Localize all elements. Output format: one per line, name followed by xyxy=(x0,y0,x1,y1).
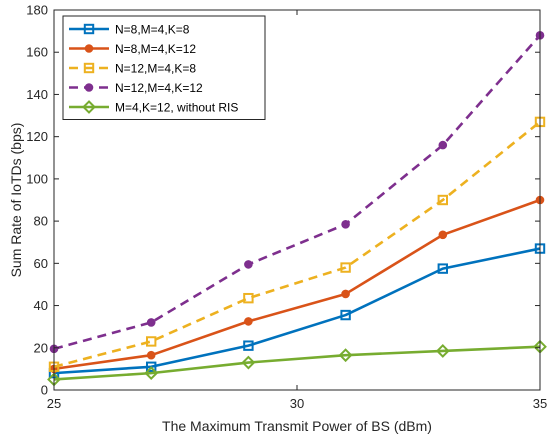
series-line xyxy=(53,198,541,371)
y-tick-label: 20 xyxy=(34,340,48,355)
series-4 xyxy=(49,31,545,354)
series-line xyxy=(53,247,541,375)
legend-marker xyxy=(84,83,94,92)
legend-label: N=8,M=4,K=12 xyxy=(115,42,196,56)
data-point xyxy=(341,219,350,229)
data-point xyxy=(435,344,450,358)
x-tick-label: 35 xyxy=(533,396,547,411)
data-point xyxy=(243,292,254,304)
legend-item: N=8,M=4,K=8 xyxy=(69,23,190,37)
y-tick-label: 80 xyxy=(34,214,48,229)
y-tick-label: 100 xyxy=(26,171,48,186)
data-point xyxy=(146,318,156,327)
data-point xyxy=(243,340,254,351)
y-tick-label: 40 xyxy=(34,298,48,313)
series-line xyxy=(53,34,541,351)
data-point xyxy=(438,230,448,240)
legend-label: M=4,K=12, without RIS xyxy=(115,101,238,115)
legend-item: N=8,M=4,K=12 xyxy=(69,42,196,56)
y-tick-label: 160 xyxy=(26,45,48,60)
data-point xyxy=(241,355,256,370)
legend-marker xyxy=(82,100,96,114)
legend-label: N=12,M=4,K=8 xyxy=(115,62,196,76)
data-point xyxy=(146,336,157,347)
series-layer xyxy=(47,31,547,387)
legend-marker xyxy=(84,44,94,53)
ticks-layer: 25 30 35 0 20 40 60 80 100 120 140 160 180 xyxy=(26,3,547,412)
legend-item: N=12,M=4,K=8 xyxy=(69,62,196,76)
x-axis-label: The Maximum Transmit Power of BS (dBm) xyxy=(162,418,432,434)
legend-item: N=12,M=4,K=12 xyxy=(69,81,203,95)
y-tick-label: 180 xyxy=(26,3,48,18)
data-point xyxy=(146,350,156,360)
data-point xyxy=(244,260,253,269)
data-point xyxy=(338,348,353,363)
legend-label: N=12,M=4,K=12 xyxy=(115,81,203,95)
y-tick-label: 120 xyxy=(26,129,48,144)
y-tick-label: 60 xyxy=(34,256,48,271)
data-point xyxy=(340,309,351,321)
legend: N=8,M=4,K=8 N=8,M=4,K=12 N=12,M=4,K=8 N=12,… xyxy=(62,15,266,120)
series-line xyxy=(53,120,541,369)
data-point xyxy=(144,366,159,381)
legend-marker xyxy=(83,23,95,35)
data-point xyxy=(437,194,449,206)
data-point xyxy=(244,317,253,326)
series-line xyxy=(53,345,541,381)
legend-marker xyxy=(83,62,95,74)
data-point xyxy=(146,361,157,372)
y-axis-label: Sum Rate of IoTDs (bps) xyxy=(8,123,24,278)
y-tick-label: 140 xyxy=(26,87,48,102)
legend-item: M=4,K=12, without RIS xyxy=(69,100,238,115)
data-point xyxy=(438,140,448,150)
x-tick-label: 30 xyxy=(290,396,304,411)
x-tick-label: 25 xyxy=(47,396,61,411)
y-tick-label: 0 xyxy=(41,383,48,398)
data-point xyxy=(437,263,449,274)
data-point xyxy=(341,289,350,299)
legend-box xyxy=(62,15,266,120)
legend-label: N=8,M=4,K=8 xyxy=(115,23,190,37)
data-point xyxy=(340,262,351,273)
